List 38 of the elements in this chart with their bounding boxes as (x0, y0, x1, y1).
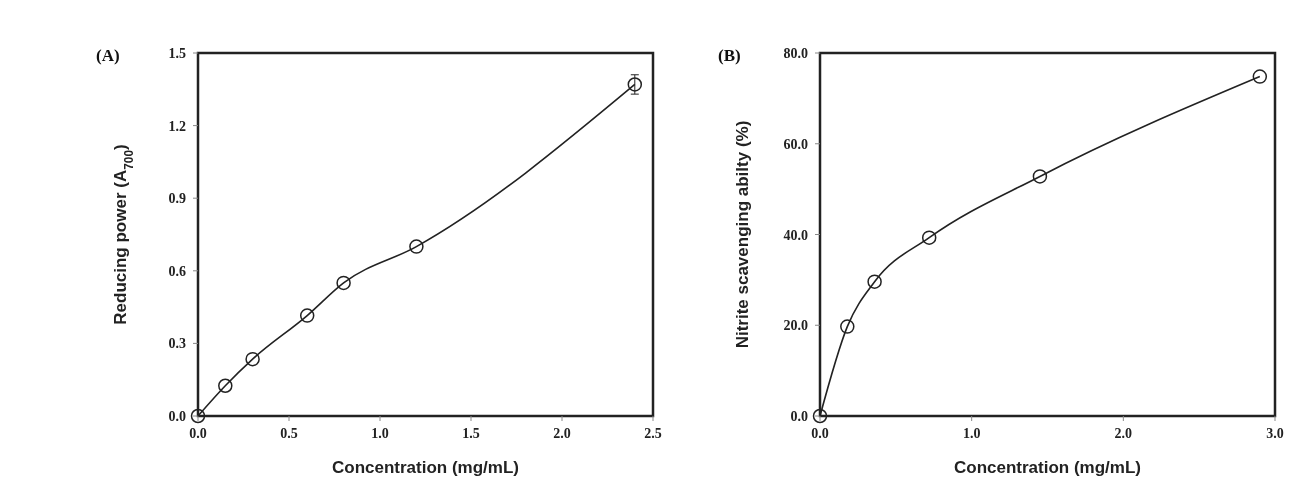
point (336, 275, 351, 291)
y-tick-label: 40.0 (783, 227, 808, 243)
x-tick-label: 2.5 (644, 426, 662, 441)
y-tick-label: 0.0 (790, 409, 808, 424)
chart-title: (A) (96, 46, 120, 65)
x-axis-title: Concentration (mg/mL) (954, 458, 1141, 477)
point (299, 308, 315, 323)
point (245, 351, 260, 367)
point (190, 408, 206, 424)
y-tick-label: 0.6 (168, 263, 186, 279)
chart-title: (B) (718, 46, 741, 65)
y-tick-label: 0.3 (168, 336, 186, 352)
x-tick-label: 3.0 (1266, 426, 1284, 441)
x-tick-label: 1.5 (462, 426, 480, 441)
x-tick-label: 0.0 (811, 426, 829, 441)
point (921, 230, 937, 245)
point (1252, 69, 1268, 84)
point (867, 274, 882, 289)
y-tick-label: 1.2 (168, 118, 186, 134)
y-tick-label: 60.0 (783, 136, 808, 152)
point (812, 408, 828, 424)
x-tick-label: 0.5 (280, 426, 298, 441)
y-axis-title: Nitrite scavenging abilty (%) (733, 120, 752, 349)
x-axis-title: Concentration (mg/mL) (332, 458, 519, 477)
x-tick-label: 1.0 (962, 426, 981, 441)
y-tick-label: 0.0 (168, 409, 186, 424)
x-tick-label: 2.0 (1114, 426, 1133, 441)
y-tick-label: 1.5 (168, 46, 186, 61)
point (409, 239, 424, 254)
y-tick-label: 80.0 (783, 46, 808, 61)
x-tick-label: 0.0 (189, 426, 207, 441)
point (218, 378, 233, 393)
y-tick-label: 0.9 (168, 191, 186, 207)
point (840, 319, 855, 334)
point (1032, 169, 1048, 184)
y-tick-label: 20.0 (783, 318, 808, 334)
x-tick-label: 1.0 (371, 426, 389, 441)
x-tick-label: 2.0 (553, 426, 571, 441)
